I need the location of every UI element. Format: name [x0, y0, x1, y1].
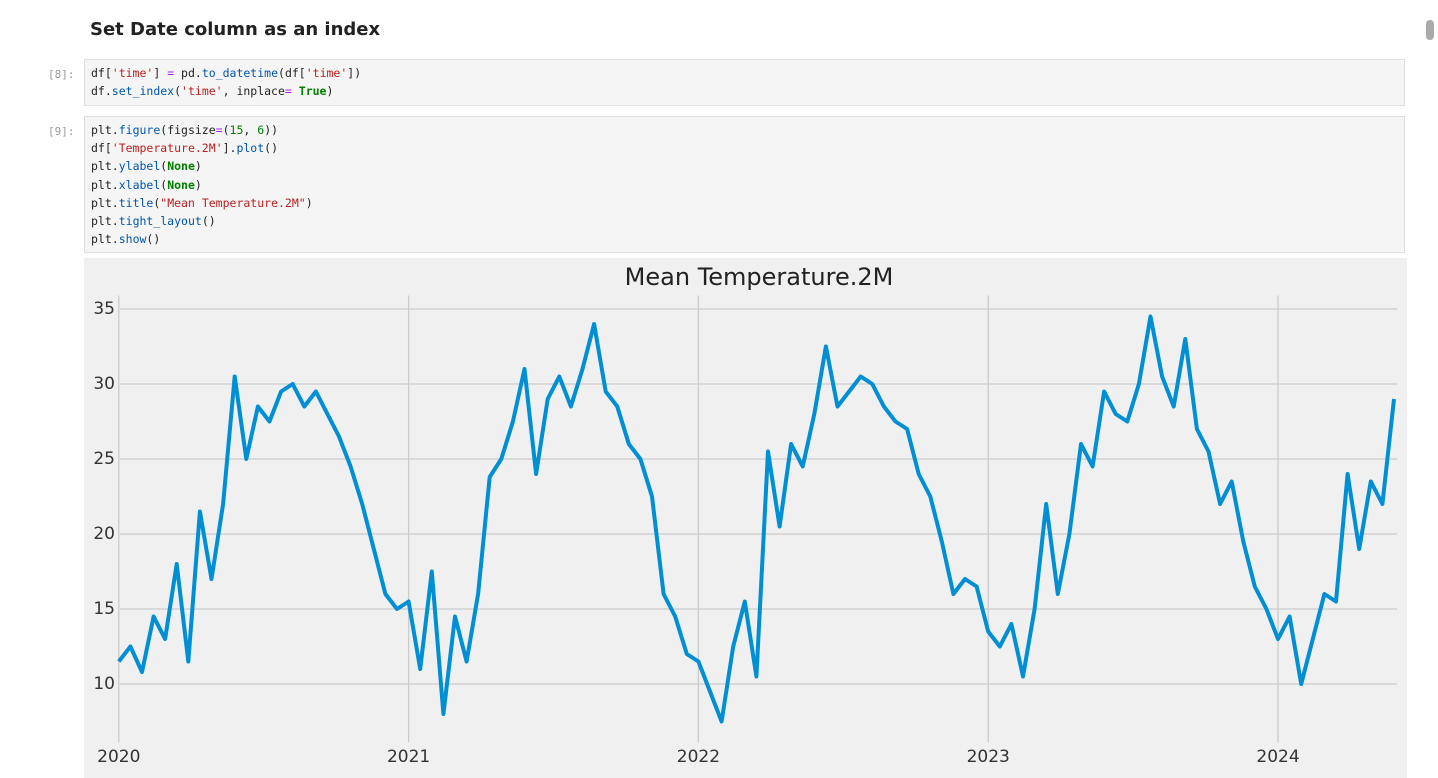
x-tick-label: 2020	[97, 747, 140, 767]
x-tick-label: 2021	[387, 747, 430, 767]
y-tick-label: 30	[93, 374, 115, 394]
prompt: [8]:	[48, 68, 75, 81]
code-cell[interactable]: df['time'] = pd.to_datetime(df['time'])d…	[84, 59, 1405, 106]
code-line: plt.tight_layout()	[91, 214, 216, 229]
code-line: plt.figure(figsize=(15, 6))	[91, 123, 279, 137]
code-line: df['time'] = pd.to_datetime(df['time'])	[91, 66, 362, 80]
code-line: df.set_index('time', inplace= True)	[91, 84, 334, 99]
chart-title: Mean Temperature.2M	[625, 263, 894, 291]
scrollbar[interactable]	[1426, 20, 1434, 40]
y-tick-label: 10	[93, 674, 115, 694]
y-tick-label: 35	[93, 299, 115, 319]
y-tick-label: 25	[93, 449, 115, 469]
chart: Mean Temperature.2M 10 15 20 25 30 35 2020 2021…	[84, 258, 1407, 778]
data-line	[117, 314, 1396, 724]
heading: Set Date column as an index	[90, 19, 381, 40]
code-line: df['Temperature.2M'].plot()	[91, 141, 278, 156]
y-tick-label: 15	[93, 599, 115, 619]
code-line: plt.title("Mean Temperature.2M")	[91, 195, 313, 210]
x-tick-label: 2024	[1256, 747, 1299, 767]
code-line: plt.show()	[91, 232, 161, 247]
code-line: plt.xlabel(None)	[91, 177, 202, 192]
code-line: plt.ylabel(None)	[91, 159, 202, 174]
y-tick-label: 20	[93, 524, 115, 544]
x-tick-label: 2023	[967, 747, 1010, 767]
chart-background	[84, 258, 1407, 778]
code-cell[interactable]: plt.figure(figsize=(15, 6)) df['Temperatu…	[84, 116, 1405, 253]
prompt: [9]:	[48, 125, 75, 138]
x-tick-label: 2022	[677, 747, 720, 767]
